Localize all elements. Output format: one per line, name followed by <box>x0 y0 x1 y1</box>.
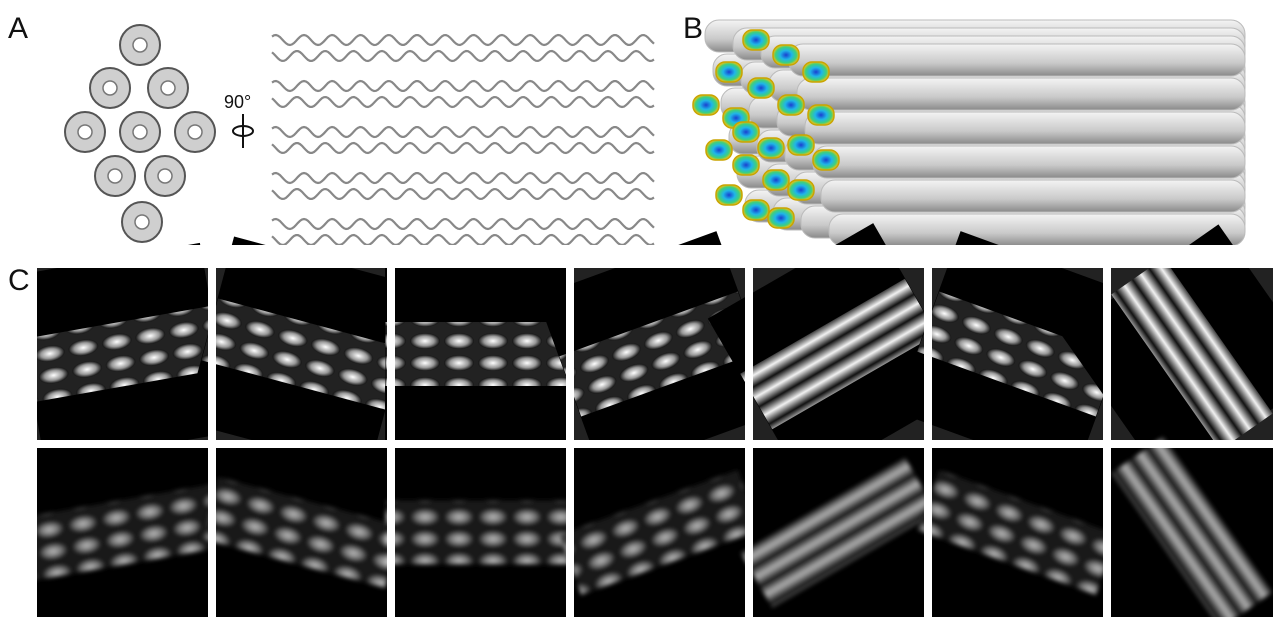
panel-label: B <box>683 12 703 45</box>
class-average <box>1111 436 1273 617</box>
cross-section <box>788 135 814 155</box>
separator <box>566 268 574 440</box>
cross-section <box>803 62 829 82</box>
separator <box>208 448 216 617</box>
rotation-label: 90° <box>224 92 251 112</box>
ring-hole <box>161 81 175 95</box>
separator <box>0 440 1273 448</box>
separator <box>924 268 932 440</box>
class-average <box>12 243 233 465</box>
helix-bundle <box>272 35 654 245</box>
helix <box>272 51 654 61</box>
cross-section <box>716 185 742 205</box>
class-average <box>23 448 221 617</box>
ring-hole <box>108 169 122 183</box>
figure: A B 90° C <box>0 0 1273 617</box>
cross-section <box>758 138 784 158</box>
ring-hole <box>133 38 147 52</box>
cross-section <box>743 30 769 50</box>
ring-hole <box>78 125 92 139</box>
separator <box>924 448 932 617</box>
cross-section <box>693 95 719 115</box>
projection <box>386 501 576 565</box>
cross-section <box>788 180 814 200</box>
cross-section <box>813 150 839 170</box>
ring-hole <box>158 169 172 183</box>
helix <box>272 35 654 45</box>
helix <box>272 189 654 199</box>
separator <box>745 448 753 617</box>
rotation-arrow <box>233 114 253 148</box>
cross-section <box>733 122 759 142</box>
separator <box>208 268 216 440</box>
panel-label: C <box>8 264 30 297</box>
class-average <box>917 448 1117 617</box>
separator <box>566 448 574 617</box>
class-averages <box>0 223 1273 617</box>
cross-section <box>706 140 732 160</box>
separator <box>745 268 753 440</box>
helix <box>272 97 654 107</box>
separator <box>1103 268 1111 440</box>
cross-section <box>763 170 789 190</box>
class-average <box>184 237 418 472</box>
cross-section <box>716 62 742 82</box>
projection <box>386 322 576 386</box>
helix <box>272 127 654 137</box>
tube <box>829 214 1245 246</box>
separator <box>0 245 1273 268</box>
class-average <box>559 448 759 617</box>
helix <box>272 235 654 245</box>
cross-section <box>743 200 769 220</box>
ring-hole <box>188 125 202 139</box>
cross-section <box>748 78 774 98</box>
cross-section <box>778 95 804 115</box>
ring-hole <box>135 215 149 229</box>
separator <box>1103 448 1111 617</box>
class-average <box>740 448 937 617</box>
tube <box>789 44 1245 76</box>
tube <box>805 112 1245 144</box>
ring-lattice <box>65 25 215 242</box>
helix <box>272 219 654 229</box>
class-average <box>385 258 576 450</box>
ring-hole <box>103 81 117 95</box>
cross-section <box>773 45 799 65</box>
helix <box>272 173 654 183</box>
helix <box>272 81 654 91</box>
tube <box>797 78 1245 110</box>
separator <box>0 268 37 617</box>
panel-label: A <box>8 12 28 45</box>
separator <box>387 448 395 617</box>
tube <box>821 180 1245 212</box>
cross-section <box>733 155 759 175</box>
class-average <box>386 448 576 617</box>
cross-section <box>768 208 794 228</box>
tube <box>813 146 1245 178</box>
cross-section <box>808 105 834 125</box>
ring-hole <box>133 125 147 139</box>
helix <box>272 143 654 153</box>
separator <box>387 268 395 440</box>
density-map <box>693 20 1245 246</box>
class-average <box>201 448 401 617</box>
